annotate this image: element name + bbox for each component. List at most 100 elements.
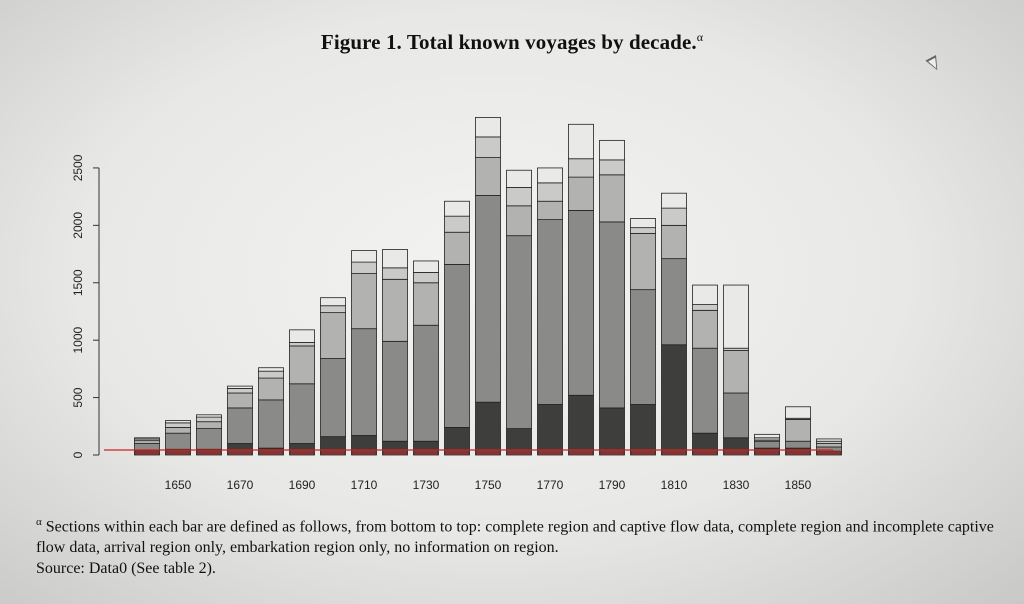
x-tick-label: 1730	[413, 478, 440, 492]
bar-segment-1780-2	[568, 210, 594, 396]
bar-segment-1830-2	[723, 392, 749, 439]
bar-segment-1680-2	[258, 399, 284, 449]
x-tick-label: 1810	[661, 478, 688, 492]
title-footnote-mark: α	[696, 30, 704, 44]
bar-segment-1640-2	[134, 443, 160, 451]
bar-base-1640	[135, 450, 159, 455]
bar-segment-1800-1	[630, 404, 656, 456]
figure-footnote: α Sections within each bar are defined a…	[36, 512, 996, 579]
bar-segment-1800-5	[630, 218, 656, 229]
bars	[104, 117, 842, 456]
bar-base-1790	[600, 450, 624, 455]
bar-segment-1640-5	[134, 437, 160, 440]
bar-segment-1650-4	[165, 422, 191, 428]
bar-base-1660	[197, 450, 221, 455]
x-tick-label: 1650	[165, 478, 192, 492]
y-tick-label: 1000	[71, 327, 85, 354]
x-tick-label: 1670	[227, 478, 254, 492]
bar-segment-1660-4	[196, 416, 222, 423]
bar-base-1740	[445, 450, 469, 455]
x-tick-label: 1770	[537, 478, 564, 492]
bar-segment-1860-5	[816, 438, 842, 442]
bar-segment-1820-2	[692, 347, 718, 434]
bar-base-1800	[631, 450, 655, 455]
bar-base-1650	[166, 450, 190, 455]
source-note: Source: Data0 (See table 2).	[36, 560, 216, 578]
bar-segment-1680-3	[258, 377, 284, 401]
x-tick-label: 1790	[599, 478, 626, 492]
bar-base-1750	[476, 450, 500, 455]
footnote-text: Sections within each bar are defined as …	[36, 518, 994, 557]
bar-base-1860	[817, 450, 841, 455]
bar-base-1840	[755, 450, 779, 455]
bar-segment-1680-5	[258, 367, 284, 372]
bar-base-1830	[724, 450, 748, 455]
bar-segment-1710-2	[351, 328, 377, 436]
bar-segment-1770-1	[537, 404, 563, 456]
bar-segment-1770-4	[537, 182, 563, 202]
bar-segment-1730-4	[413, 272, 439, 284]
x-tick-label: 1710	[351, 478, 378, 492]
bar-segment-1760-4	[506, 187, 532, 207]
bar-segment-1790-1	[599, 407, 625, 456]
bar-segment-1830-5	[723, 284, 749, 349]
bar-segment-1670-3	[227, 392, 253, 409]
bar-segment-1750-2	[475, 195, 501, 403]
bar-segment-1650-2	[165, 432, 191, 450]
bar-segment-1760-2	[506, 235, 532, 429]
bar-segment-1720-5	[382, 249, 408, 269]
bar-segment-1710-3	[351, 273, 377, 330]
bar-segment-1750-3	[475, 157, 501, 196]
bar-segment-1670-2	[227, 407, 253, 444]
bar-segment-1770-3	[537, 200, 563, 221]
bar-base-1850	[786, 450, 810, 455]
bar-base-1670	[228, 450, 252, 455]
bar-base-1810	[662, 450, 686, 455]
bar-segment-1810-5	[661, 192, 687, 209]
bar-segment-1690-5	[289, 329, 315, 343]
bar-segment-1800-3	[630, 232, 656, 291]
x-tick-label: 1830	[723, 478, 750, 492]
bar-base-1730	[414, 450, 438, 455]
x-tick-label: 1750	[475, 478, 502, 492]
bar-segment-1790-3	[599, 174, 625, 223]
y-axis: 0 500 1000 1500 2000 2500	[71, 154, 100, 458]
bar-segment-1730-2	[413, 324, 439, 442]
bar-segment-1790-2	[599, 221, 625, 409]
bar-segment-1670-4	[227, 387, 253, 394]
bar-segment-1660-2	[196, 428, 222, 450]
bar-base-1680	[259, 450, 283, 455]
bar-segment-1810-1	[661, 344, 687, 456]
bar-segment-1850-2	[785, 440, 811, 449]
bar-segment-1640-3	[134, 440, 160, 444]
x-tick-label: 1690	[289, 478, 316, 492]
bar-base-1720	[383, 450, 407, 455]
bar-segment-1800-4	[630, 227, 656, 234]
bar-segment-1830-3	[723, 350, 749, 394]
bar-segment-1800-2	[630, 289, 656, 405]
bar-segment-1840-5	[754, 433, 780, 439]
y-tick-label: 1500	[71, 269, 85, 296]
footnote-mark: α	[36, 516, 42, 528]
bar-segment-1770-2	[537, 219, 563, 405]
bar-segment-1750-4	[475, 136, 501, 158]
bar-segment-1750-5	[475, 117, 501, 138]
bar-segment-1700-4	[320, 305, 346, 314]
bar-segment-1700-5	[320, 297, 346, 307]
bar-segment-1810-4	[661, 207, 687, 226]
bar-segment-1690-3	[289, 345, 315, 385]
bar-segment-1820-5	[692, 284, 718, 305]
bar-segment-1820-3	[692, 309, 718, 349]
bar-segment-1660-5	[196, 414, 222, 418]
bar-segment-1820-4	[692, 304, 718, 311]
bar-segment-1780-4	[568, 158, 594, 178]
bar-segment-1740-4	[444, 215, 470, 233]
bar-segment-1710-4	[351, 261, 377, 274]
bar-segment-1720-2	[382, 340, 408, 442]
bar-segment-1710-5	[351, 250, 377, 263]
bar-segment-1740-2	[444, 263, 470, 428]
bar-segment-1850-5	[785, 406, 811, 419]
bar-segment-1720-3	[382, 278, 408, 342]
bar-segment-1730-3	[413, 282, 439, 326]
